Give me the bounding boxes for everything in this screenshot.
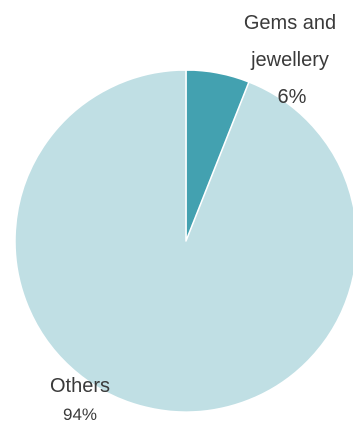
slice-label-gems-line2: jewellery xyxy=(250,49,329,71)
pie-slices xyxy=(14,69,353,413)
slice-label-others: Others xyxy=(50,375,110,397)
slice-value-gems: 6% xyxy=(278,86,307,108)
slice-value-others: 94% xyxy=(63,405,97,424)
pie-slice-others xyxy=(14,69,353,413)
slice-label-gems-line1: Gems and xyxy=(244,12,336,34)
